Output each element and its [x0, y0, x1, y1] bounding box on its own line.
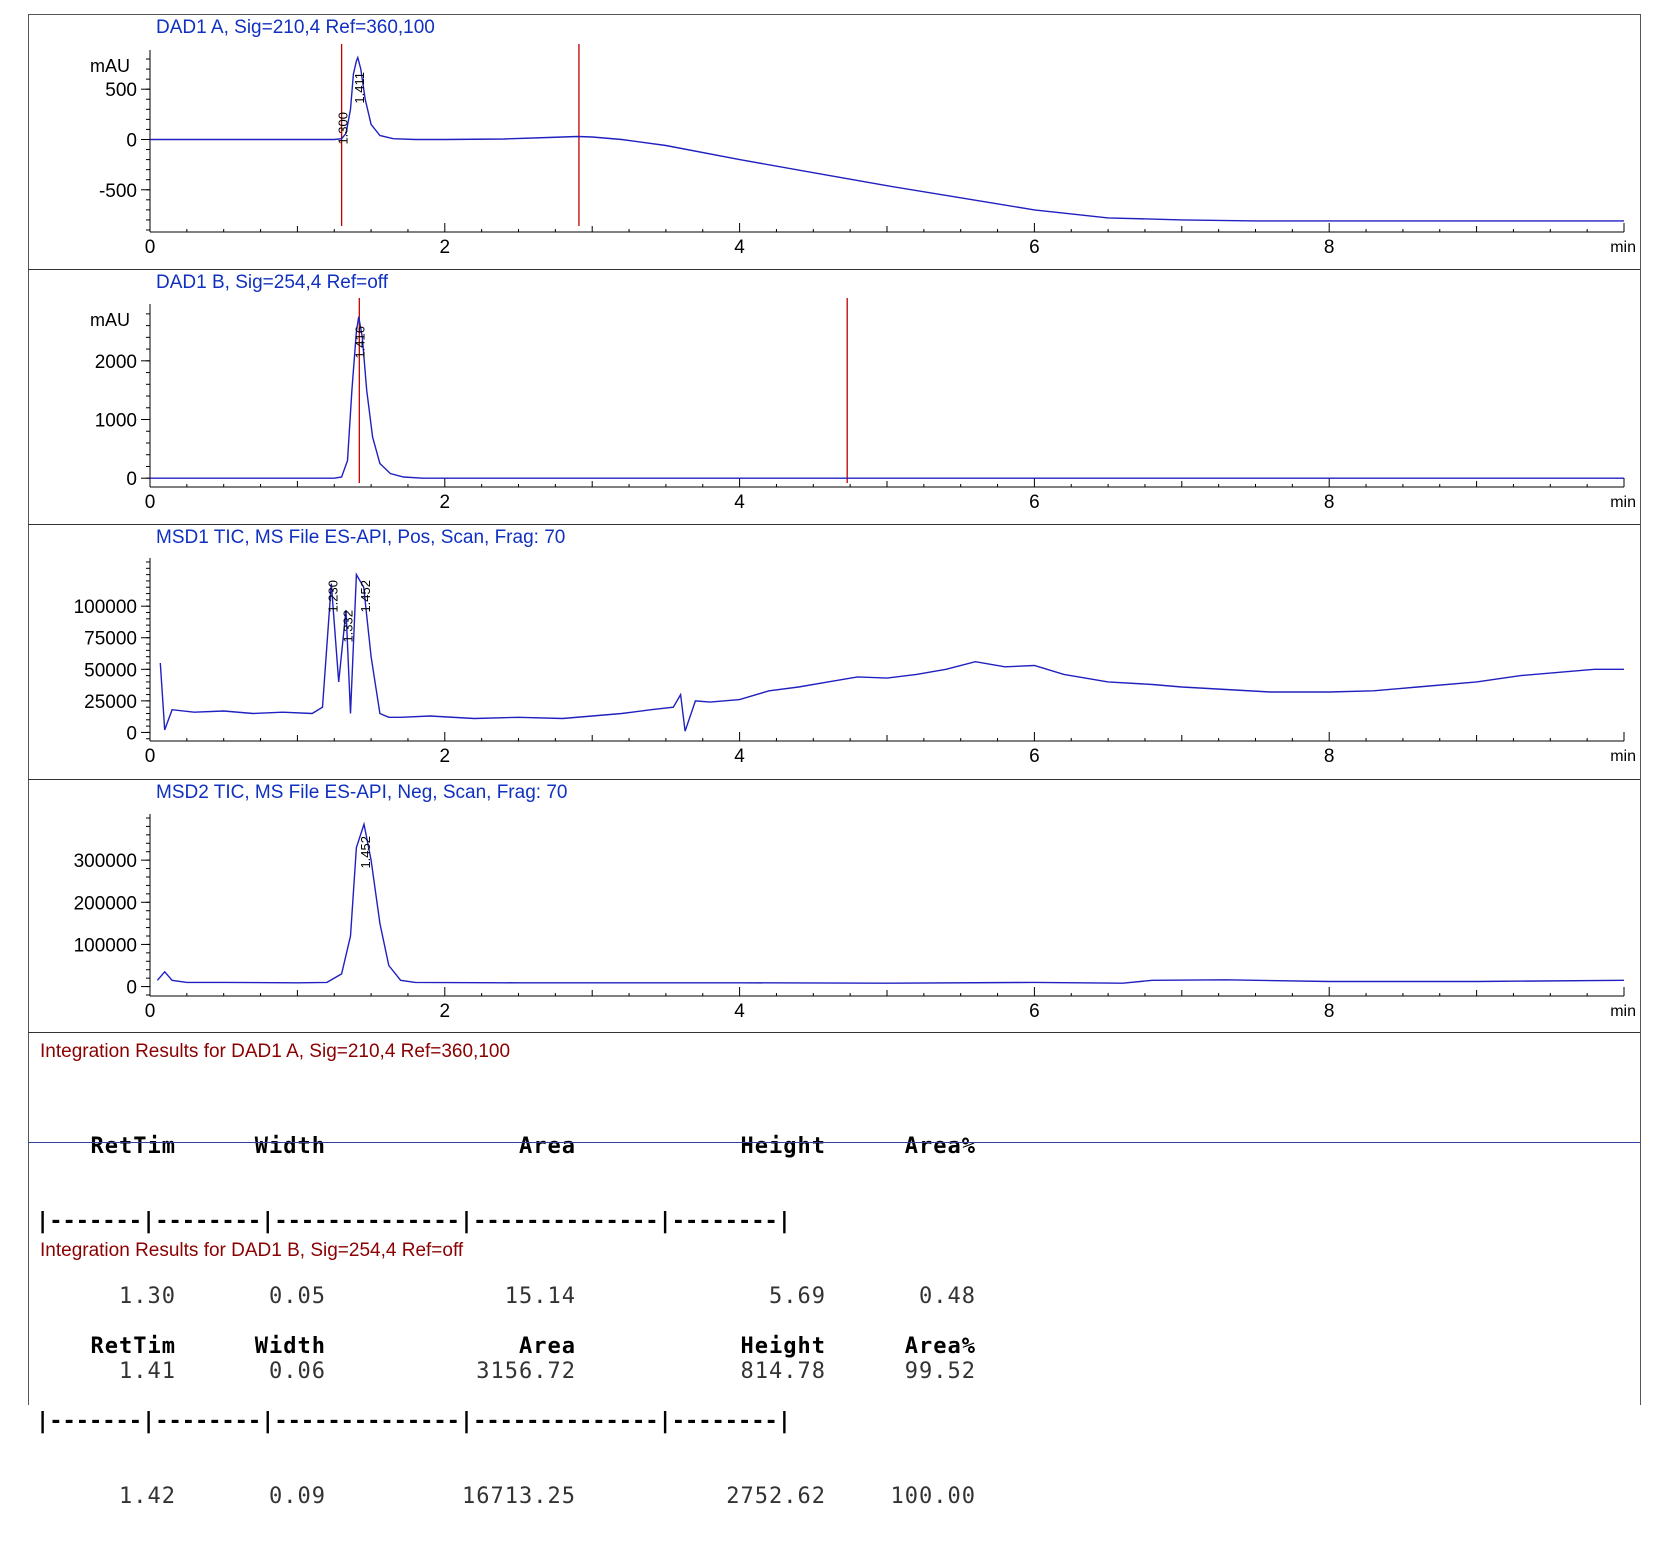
integration-results: Integration Results for DAD1 A, Sig=210,…	[28, 1032, 1640, 1509]
peak-label: 1.411	[352, 72, 367, 104]
x-tick-label: 0	[145, 237, 156, 258]
col-rettim: RetTim	[90, 1334, 176, 1359]
panel-divider	[28, 1032, 1640, 1033]
y-axis-unit: mAU	[90, 56, 130, 76]
results-title-dad1a: Integration Results for DAD1 A, Sig=210,…	[40, 1041, 511, 1062]
col-rettim: RetTim	[90, 1134, 176, 1159]
col-area: Area	[519, 1334, 576, 1359]
results-table-dad1b: RetTim Width Area Height Area% |-------|…	[36, 1284, 976, 1559]
y-tick-label: 0	[126, 978, 137, 999]
col-height: Height	[740, 1134, 826, 1159]
chart-panel-4: MSD2 TIC, MS File ES-API, Neg, Scan, Fra…	[74, 782, 1636, 1022]
table-header: RetTim Width Area Height Area%	[36, 1134, 976, 1159]
x-tick-label: 6	[1029, 746, 1040, 767]
chart-title: DAD1 A, Sig=210,4 Ref=360,100	[156, 17, 435, 38]
x-axis-unit: min	[1610, 494, 1636, 511]
col-height: Height	[740, 1334, 826, 1359]
y-tick-label: 25000	[84, 692, 137, 713]
x-tick-label: 2	[440, 492, 451, 513]
col-area: Area	[519, 1134, 576, 1159]
peak-label: 1.452	[358, 580, 373, 613]
y-tick-label: 0	[126, 469, 137, 490]
chromatogram-panels: DAD1 A, Sig=210,4 Ref=360,100 -500 0 500 mAU…	[74, 17, 1636, 1022]
panel-divider	[28, 524, 1640, 525]
signal-trace	[159, 572, 1624, 732]
chart-title: MSD2 TIC, MS File ES-API, Neg, Scan, Fra…	[156, 782, 567, 803]
x-axis-unit: min	[1610, 748, 1636, 765]
x-tick-label: 4	[734, 237, 745, 258]
peak-label: 1.300	[336, 112, 351, 145]
chart-title: DAD1 B, Sig=254,4 Ref=off	[156, 272, 389, 293]
x-tick-label: 2	[440, 1001, 451, 1022]
x-tick-label: 8	[1324, 492, 1335, 513]
chart-panel-1: DAD1 A, Sig=210,4 Ref=360,100 -500 0 500 mAU…	[90, 17, 1636, 258]
x-tick-label: 2	[440, 237, 451, 258]
y-tick-label: 0	[126, 723, 137, 744]
signal-trace	[156, 821, 1625, 984]
peak-label: 1.452	[358, 836, 373, 869]
col-width: Width	[254, 1134, 326, 1159]
x-tick-label: 6	[1029, 1001, 1040, 1022]
x-tick-label: 4	[734, 1001, 745, 1022]
peak-label: 1.230	[325, 580, 340, 613]
y-tick-label: 100000	[74, 597, 137, 618]
col-area-pct: Area%	[904, 1134, 976, 1159]
x-tick-label: 8	[1324, 237, 1335, 258]
table-row: 1.30 0.05 15.14 5.69 0.48	[119, 1284, 976, 1309]
results-divider	[28, 1142, 1640, 1143]
panel-divider	[28, 779, 1640, 780]
y-tick-label: 100000	[74, 935, 137, 956]
x-tick-label: 8	[1324, 1001, 1335, 1022]
y-tick-label: 2000	[95, 352, 137, 373]
results-table-dad1a: RetTim Width Area Height Area% |-------|…	[36, 1084, 976, 1434]
table-rule: |-------|--------|--------------|-------…	[36, 1209, 791, 1234]
signal-trace	[150, 316, 1624, 479]
y-tick-label: 75000	[84, 629, 137, 650]
chart-panel-2: DAD1 B, Sig=254,4 Ref=off 0 1000 2000 mAU 0 2 4…	[90, 272, 1636, 513]
y-tick-label: 50000	[84, 660, 137, 681]
y-axis-unit: mAU	[90, 310, 130, 330]
x-tick-label: 6	[1029, 492, 1040, 513]
y-tick-label: 300000	[74, 851, 137, 872]
y-tick-label: 1000	[95, 411, 137, 432]
chart-title: MSD1 TIC, MS File ES-API, Pos, Scan, Fra…	[156, 527, 565, 548]
x-tick-label: 4	[734, 492, 745, 513]
x-tick-label: 0	[145, 746, 156, 767]
x-tick-label: 6	[1029, 237, 1040, 258]
x-tick-label: 0	[145, 492, 156, 513]
y-tick-label: -500	[99, 181, 137, 202]
x-tick-label: 2	[440, 746, 451, 767]
col-area-pct: Area%	[904, 1334, 976, 1359]
peak-label: 1.332	[340, 610, 355, 643]
table-rule: |-------|--------|--------------|-------…	[36, 1409, 791, 1434]
x-tick-label: 4	[734, 746, 745, 767]
table-row: 1.41 0.06 3156.72 814.78 99.52	[119, 1359, 976, 1384]
signal-trace	[150, 55, 1624, 222]
chart-panel-3: MSD1 TIC, MS File ES-API, Pos, Scan, Fra…	[74, 527, 1636, 767]
x-axis-unit: min	[1610, 239, 1636, 256]
results-title-dad1b: Integration Results for DAD1 B, Sig=254,…	[40, 1240, 464, 1261]
report-frame	[28, 14, 1641, 1405]
y-tick-label: 200000	[74, 893, 137, 914]
col-width: Width	[254, 1334, 326, 1359]
panel-divider	[28, 269, 1640, 270]
x-tick-label: 8	[1324, 746, 1335, 767]
table-header: RetTim Width Area Height Area%	[36, 1334, 976, 1359]
table-row: 1.42 0.09 16713.25 2752.62 100.00	[119, 1484, 976, 1509]
peak-label: 1.416	[353, 326, 368, 359]
y-tick-label: 500	[105, 80, 137, 101]
x-tick-label: 0	[145, 1001, 156, 1022]
x-axis-unit: min	[1610, 1003, 1636, 1020]
y-tick-label: 0	[126, 130, 137, 151]
